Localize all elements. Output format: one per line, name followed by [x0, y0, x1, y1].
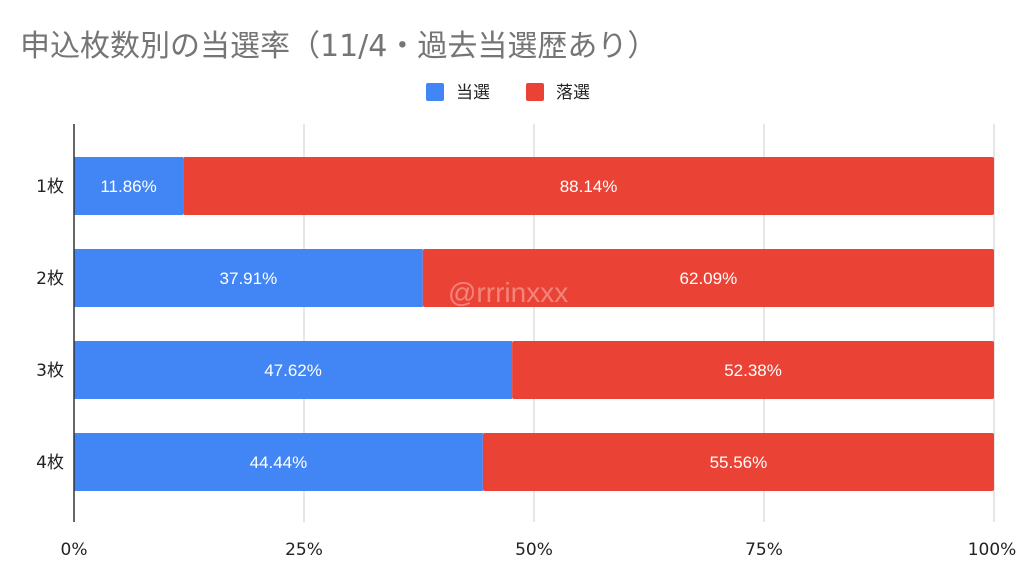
axes: 0% 25% 50% 75% 100% 1枚 2枚 3枚 4枚 [36, 124, 1016, 560]
bar-segment [74, 157, 184, 215]
data-label: 62.09% [680, 269, 738, 288]
bar-segment [74, 249, 423, 307]
chart-title: 申込枚数別の当選率（11/4・過去当選歴あり） [20, 29, 658, 64]
x-tick-label: 75% [745, 540, 783, 560]
legend: 当選 落選 [426, 83, 590, 103]
legend-label: 落選 [556, 83, 590, 103]
legend-swatch [526, 83, 544, 101]
watermark: @rrrinxxx [448, 277, 568, 308]
data-label: 37.91% [220, 269, 278, 288]
data-label: 47.62% [264, 361, 322, 380]
x-tick-label: 50% [515, 540, 553, 560]
bar-segment [512, 341, 994, 399]
category-label: 4枚 [36, 453, 64, 473]
watermark-text: @rrrinxxx [448, 277, 568, 308]
x-tick-label: 25% [285, 540, 323, 560]
bars: 11.86% 88.14% 37.91% 62.09% 47.62% 52.38% 44.4… [74, 157, 995, 491]
data-label: 44.44% [250, 453, 308, 472]
bar-segment [74, 341, 513, 399]
bar-segment [422, 249, 995, 307]
x-tick-label: 0% [61, 540, 88, 560]
legend-label: 当選 [456, 83, 490, 103]
category-label: 1枚 [36, 177, 64, 197]
data-label: 55.56% [710, 453, 768, 472]
bar-segment [74, 433, 483, 491]
category-label: 2枚 [36, 269, 64, 289]
bar-segment [183, 157, 994, 215]
x-tick-label: 100% [968, 540, 1017, 560]
category-label: 3枚 [36, 361, 64, 381]
data-label: 88.14% [560, 177, 618, 196]
data-label: 11.86% [100, 177, 156, 196]
bar-segment [482, 433, 994, 491]
legend-swatch [426, 83, 444, 101]
data-label: 52.38% [724, 361, 782, 380]
